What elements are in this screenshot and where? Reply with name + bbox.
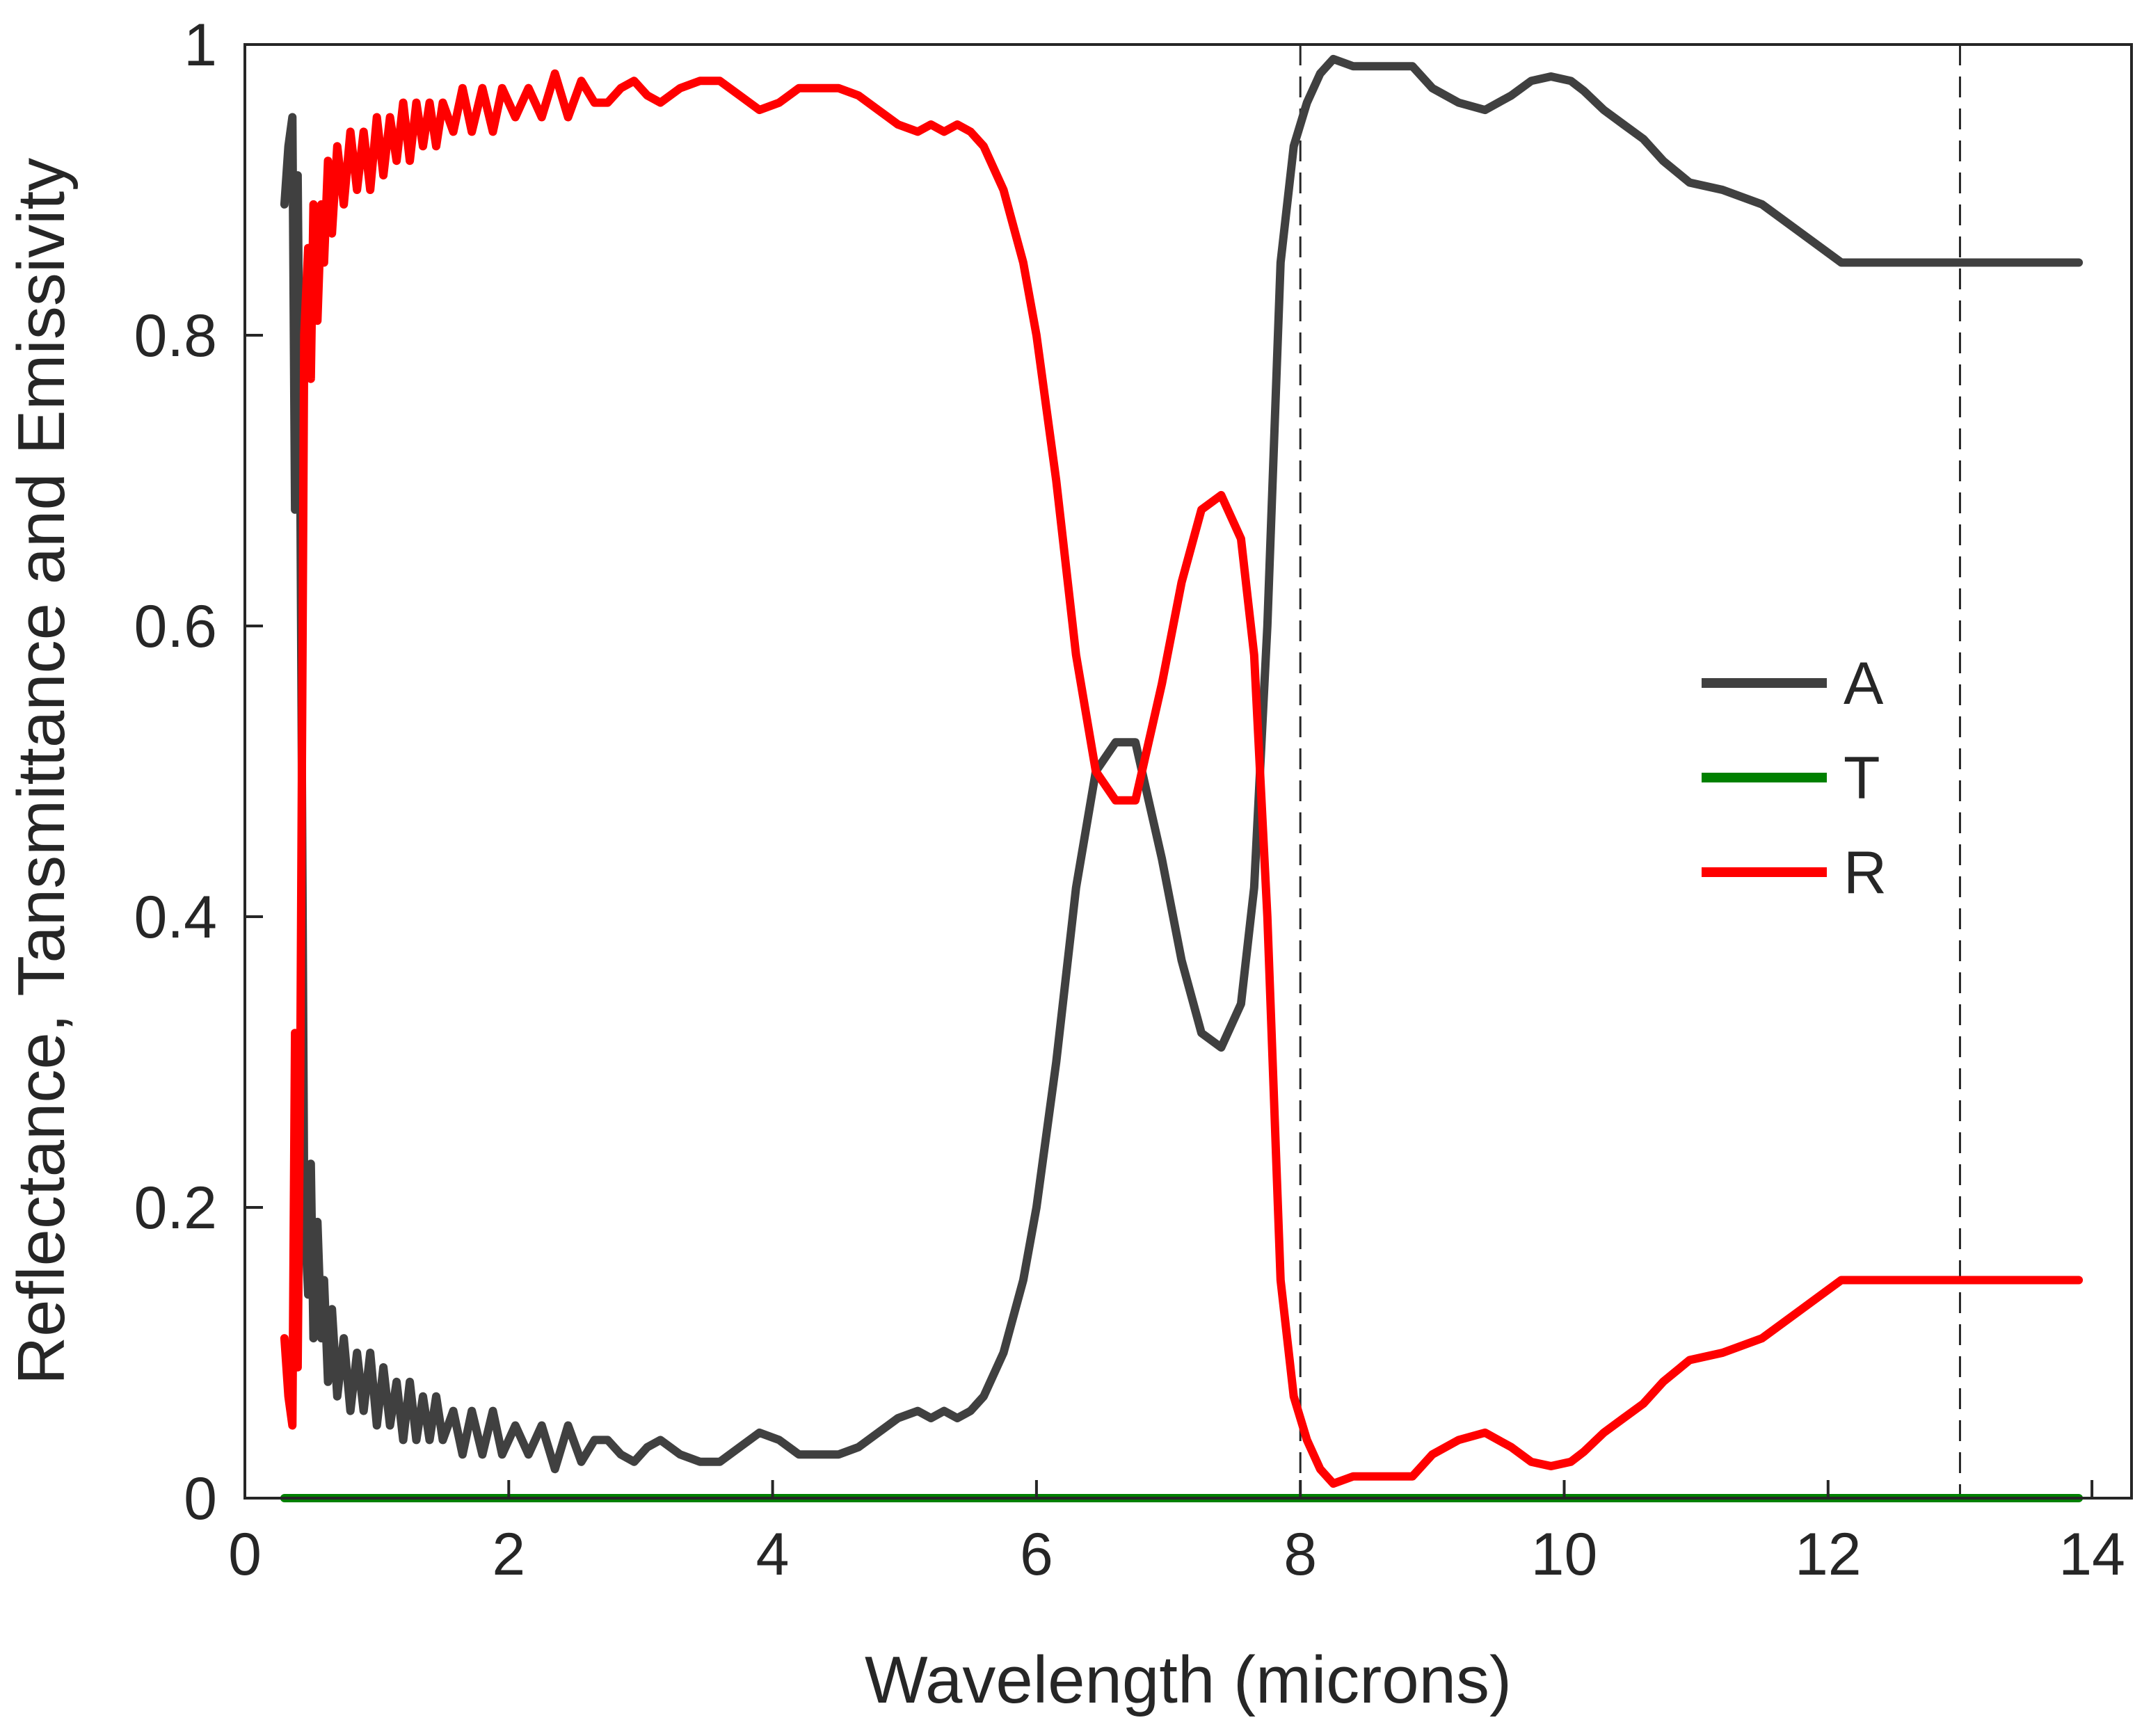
x-axis: 0 2 4 6 8 10 12 14 <box>228 1480 2125 1588</box>
plot-background <box>245 45 2132 1498</box>
x-tick-label: 6 <box>1020 1521 1053 1588</box>
y-tick-label: 0.2 <box>134 1175 217 1241</box>
x-tick-label: 4 <box>756 1521 790 1588</box>
series-line-R <box>280 69 2084 1488</box>
x-tick-label: 8 <box>1284 1521 1317 1588</box>
y-axis: 0 0.2 0.4 0.6 0.8 1 <box>134 12 263 1532</box>
y-tick-label: 0.6 <box>134 593 217 660</box>
series-line-A <box>280 54 2084 1474</box>
plot-area <box>243 43 2133 1502</box>
x-tick-label: 10 <box>1531 1521 1598 1588</box>
legend-label-T: T <box>1844 745 1880 812</box>
reference-lines <box>1299 45 1961 1498</box>
y-tick-label: 1 <box>184 12 217 79</box>
legend-label-A: A <box>1844 650 1884 717</box>
x-axis-label: Wavelength (microns) <box>865 1643 1512 1717</box>
y-tick-label: 0.8 <box>134 303 217 369</box>
y-tick-label: 0 <box>184 1465 217 1532</box>
x-tick-label: 0 <box>228 1521 262 1588</box>
legend-label-R: R <box>1844 839 1887 906</box>
x-tick-label: 12 <box>1795 1521 1862 1588</box>
y-axis-label: Reflectance, Tansmittance and Emissivity <box>4 158 79 1385</box>
y-tick-label: 0.4 <box>134 884 217 951</box>
plot-frame <box>243 43 2133 1500</box>
x-tick-label: 14 <box>2058 1521 2125 1588</box>
x-tick-label: 2 <box>492 1521 525 1588</box>
legend: ATR <box>1702 650 1887 906</box>
